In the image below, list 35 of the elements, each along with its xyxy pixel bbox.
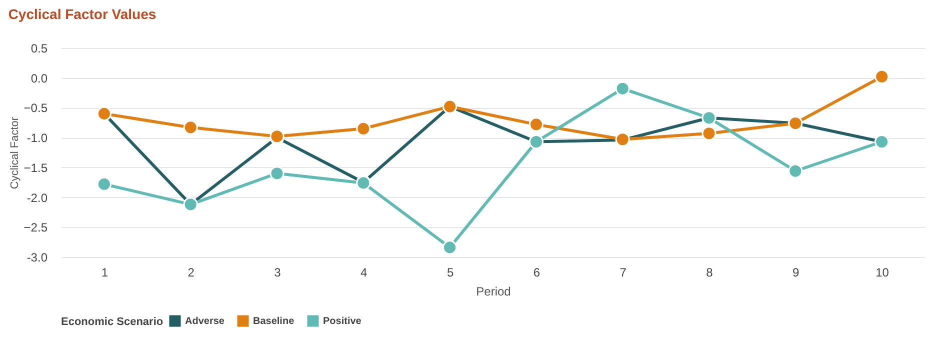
y-tick-label: -1.0	[26, 131, 48, 146]
point	[874, 69, 890, 84]
legend-label: Adverse	[185, 316, 225, 327]
x-tick-label: 8	[706, 266, 714, 280]
x-tick-label: 4	[360, 266, 368, 280]
x-tick-label: 3	[274, 266, 282, 280]
legend-label: Positive	[323, 316, 362, 327]
legend-title: Economic Scenario	[61, 316, 164, 328]
x-tick-label: 2	[188, 266, 195, 280]
y-tick-label: −1.5	[24, 160, 48, 175]
x-tick-label: 7	[620, 266, 627, 280]
legend-label: Baseline	[253, 316, 295, 327]
y-tick-label: -3.0	[26, 250, 48, 264]
point	[270, 166, 284, 181]
x-tick-label: 6	[533, 266, 540, 280]
x-axis-title: Period	[476, 284, 511, 298]
x-tick-label: 9	[792, 266, 800, 280]
point	[528, 117, 544, 132]
x-tick-label: 1	[101, 266, 108, 280]
point	[702, 126, 716, 141]
y-tick-label: 0.5	[30, 42, 48, 56]
y-tick-label: −0.5	[24, 101, 48, 116]
y-tick-label: −2.5	[24, 220, 48, 235]
y-tick-label: 0.0	[30, 71, 48, 86]
y-axis-title: Cyclical Factor	[8, 116, 21, 190]
chart-title: Cyclical Factor Values	[8, 6, 156, 22]
point	[788, 164, 803, 178]
point	[183, 120, 198, 135]
x-tick-label: 5	[446, 266, 454, 280]
y-tick-label: -2.0	[26, 190, 48, 205]
x-tick-label: 10	[876, 266, 890, 280]
point	[442, 240, 458, 255]
point	[615, 81, 630, 96]
point	[96, 176, 112, 192]
point	[356, 121, 371, 136]
